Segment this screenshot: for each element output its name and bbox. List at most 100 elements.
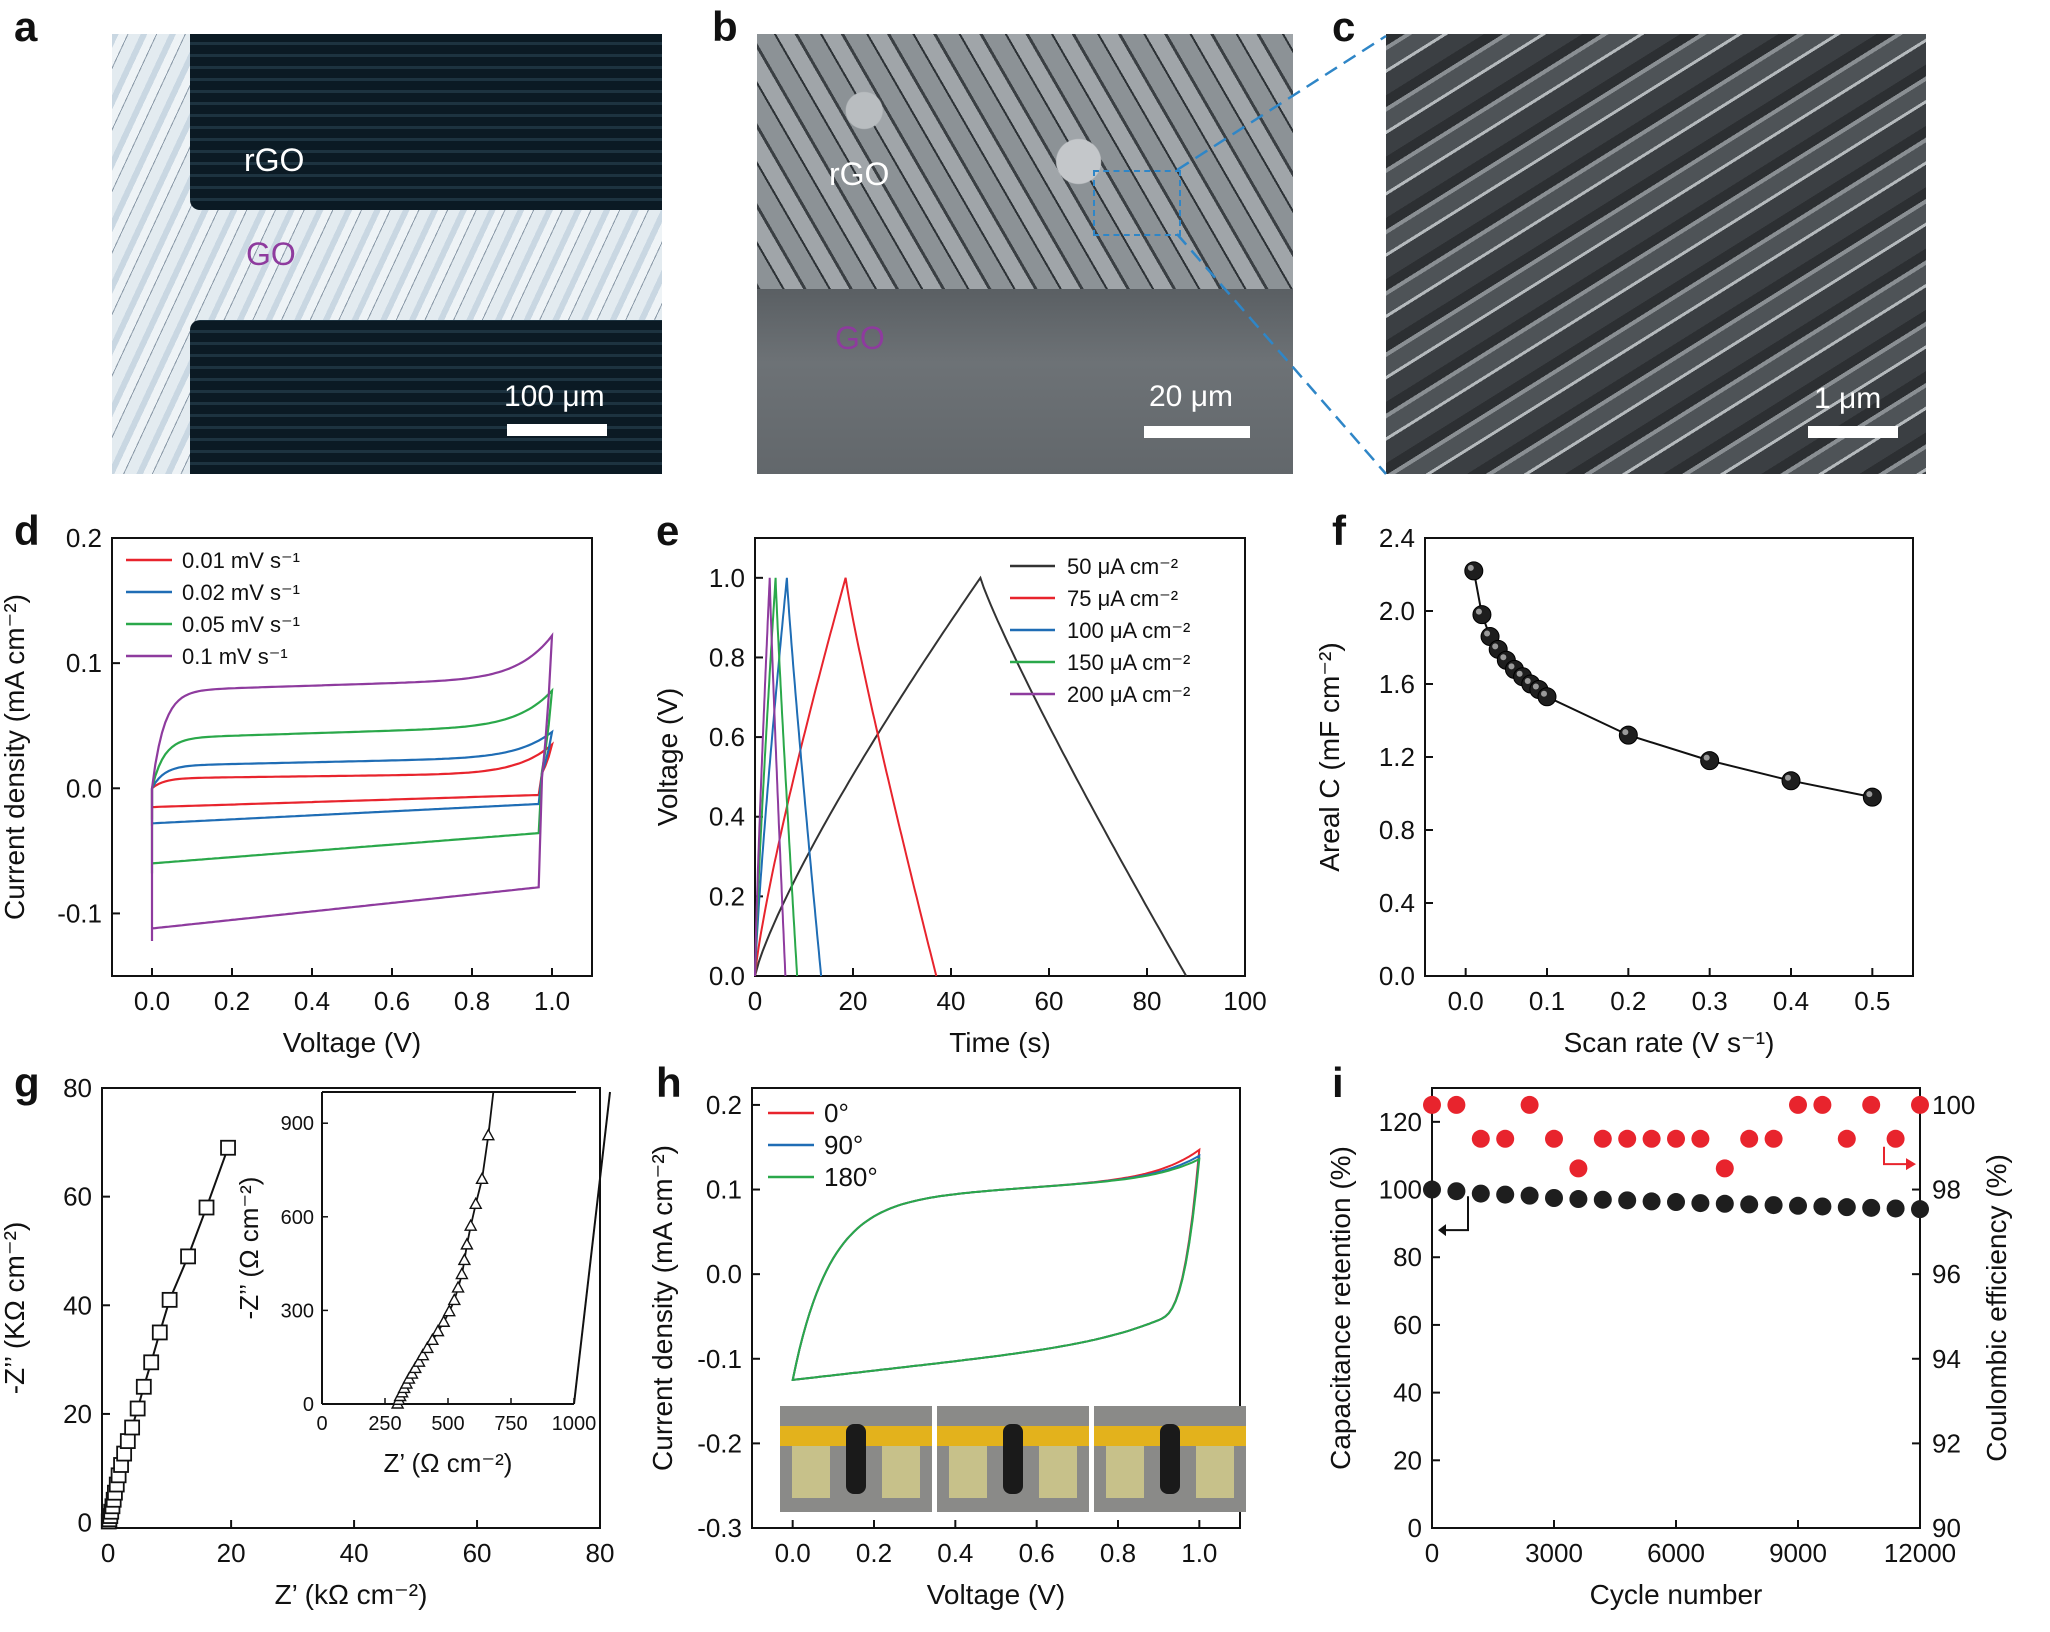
panel-letter-h: h: [656, 1059, 682, 1106]
legend-label: 200 μA cm⁻²: [1067, 682, 1190, 707]
panel-letter-b: b: [712, 3, 738, 50]
optical-micrograph: rGO GO 100 μm: [112, 34, 662, 474]
inset-y-tick-label: 300: [281, 1300, 314, 1322]
device-photos: [780, 1406, 1246, 1512]
y-tick-label: 60: [63, 1182, 92, 1212]
data-point: [129, 1400, 146, 1417]
y-axis-label: Capacitance retention (%): [1325, 1146, 1356, 1470]
inset-data-point: [447, 1292, 461, 1306]
retention-axis-arrow: [1446, 1196, 1469, 1232]
photo-clip: [1196, 1446, 1234, 1498]
retention-arrow-head: [1438, 1224, 1446, 1237]
panel-letter-g: g: [14, 1059, 40, 1106]
x-tick-label: 40: [340, 1538, 369, 1568]
series-line-4: [754, 577, 787, 977]
legend-label: 75 μA cm⁻²: [1067, 586, 1178, 611]
y-tick-label: 100: [1379, 1175, 1422, 1205]
efficiency-point: [1569, 1159, 1588, 1178]
retention-point: [1691, 1194, 1710, 1213]
efficiency-point: [1423, 1095, 1441, 1114]
inset-x-axis-label: Z’ (Ω cm⁻²): [384, 1448, 513, 1478]
efficiency-axis-arrow: [1883, 1146, 1908, 1166]
inset-y-axis-label: -Z’’ (Ω cm⁻²): [234, 1177, 264, 1320]
series-line-2: [754, 577, 823, 977]
retention-point: [1837, 1198, 1856, 1217]
x-axis-label: Scan rate (V s⁻¹): [1564, 1027, 1775, 1058]
data-point-highlight: [1500, 654, 1507, 661]
photo-clip: [1039, 1446, 1077, 1498]
efficiency-point: [1667, 1129, 1685, 1148]
plot-frame: [1424, 537, 1914, 977]
inset-y-tick-label: 0: [303, 1394, 314, 1416]
x-axis-label: Voltage (V): [283, 1027, 422, 1058]
retention-point: [1789, 1196, 1807, 1215]
chart-gcd: 0 20 40 60 80 100 0.0 0.2 0.4 0.6 0.8 1.0 Time (s) Vo…: [652, 537, 1267, 1058]
y-tick-label: 20: [63, 1399, 92, 1429]
legend-label: 0.1 mV s⁻¹: [182, 644, 288, 669]
inset-y-tick-label: 600: [281, 1207, 314, 1229]
data-point: [220, 1139, 236, 1156]
panel-letter-a: a: [14, 3, 38, 50]
retention-point: [1715, 1194, 1734, 1213]
x-tick-label: 3000: [1525, 1538, 1583, 1568]
series-line-3: [150, 632, 554, 941]
y-tick-label: 1.2: [1379, 742, 1415, 772]
x-tick-label: 0.4: [294, 986, 330, 1016]
x-tick-label: 0: [1425, 1538, 1439, 1568]
data-point: [1472, 605, 1492, 625]
inset-data-point: [455, 1267, 469, 1280]
inset-data-point: [416, 1348, 430, 1361]
data-point: [1862, 787, 1882, 807]
data-point-highlight: [1492, 643, 1499, 650]
data-point: [1781, 771, 1801, 791]
data-point: [1700, 751, 1720, 771]
x-tick-label: 0.3: [1692, 986, 1728, 1016]
scale-bar: [1144, 426, 1250, 438]
sem-image-interface: rGO GO 20 μm: [757, 34, 1293, 474]
y-tick-label: 0.2: [66, 523, 102, 553]
label-rgo: rGO: [244, 142, 305, 178]
x-tick-label: 0.8: [1100, 1538, 1136, 1568]
efficiency-point: [1886, 1129, 1905, 1148]
inset-data-point: [431, 1324, 445, 1337]
data-point: [143, 1354, 160, 1371]
inset-x-tick-label: 750: [494, 1413, 527, 1435]
data-point-highlight: [1524, 678, 1531, 684]
legend-label: 90°: [824, 1130, 863, 1160]
inset-data-point: [460, 1237, 474, 1250]
y-tick-label: 0.0: [706, 1259, 742, 1289]
efficiency-point: [1813, 1095, 1832, 1114]
x-tick-label: 0.1: [1529, 986, 1565, 1016]
x-tick-label: 0.0: [1448, 986, 1484, 1016]
data-point: [1464, 561, 1484, 581]
y-tick-label: 0.8: [1379, 815, 1415, 845]
y-tick-label: 0: [78, 1508, 92, 1538]
y-tick-label: -0.2: [697, 1428, 742, 1458]
inset-data-point: [408, 1360, 422, 1374]
panel-letter-f: f: [1332, 507, 1346, 554]
legend-label: 100 μA cm⁻²: [1067, 618, 1190, 643]
inset-data-point: [425, 1332, 440, 1346]
photo-clip: [949, 1446, 987, 1498]
inset-data-point: [463, 1218, 478, 1231]
inset-data-point: [457, 1253, 472, 1266]
inset-x-tick-label: 250: [368, 1413, 401, 1435]
y-tick-label: 80: [63, 1073, 92, 1103]
y-tick-label: 120: [1379, 1107, 1422, 1137]
efficiency-arrow-head: [1906, 1158, 1916, 1171]
y2-tick-label: 90: [1932, 1513, 1961, 1543]
x-axis-label: Cycle number: [1590, 1579, 1763, 1610]
y-tick-label: 60: [1393, 1310, 1422, 1340]
efficiency-point: [1496, 1129, 1515, 1148]
legend-label: 0°: [824, 1098, 849, 1128]
data-point-highlight: [1703, 754, 1710, 761]
inset-x-tick-label: 1000: [552, 1413, 597, 1435]
x-tick-label: 60: [463, 1538, 492, 1568]
data-point-highlight: [1866, 791, 1873, 798]
efficiency-point: [1447, 1095, 1466, 1114]
x-tick-label: 0.2: [1610, 986, 1646, 1016]
series-line-0: [754, 575, 1188, 977]
chart-cycling: 0 3000 6000 9000 12000 0 20 40 60 80 100 120 Cycle n…: [1325, 1087, 2012, 1610]
retention-point: [1471, 1184, 1490, 1203]
y-tick-label: 0.1: [66, 648, 102, 678]
